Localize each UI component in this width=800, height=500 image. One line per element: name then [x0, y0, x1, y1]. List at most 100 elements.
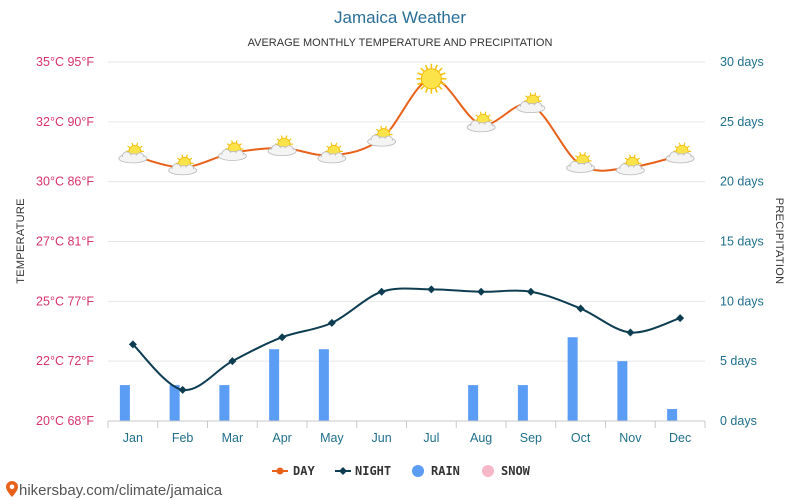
sun-ray: [384, 125, 387, 130]
sun-ray: [629, 154, 632, 158]
sun-ray: [420, 85, 425, 90]
sun-ray: [235, 140, 238, 144]
day-series: [118, 63, 695, 176]
y-left-tick-label: 25°C 77°F: [36, 294, 94, 308]
sun-ray: [417, 81, 423, 86]
legend-item-day[interactable]: DAY: [272, 464, 315, 478]
y-left-tick-label: 20°C 68°F: [36, 414, 94, 428]
cloud-fill: [170, 167, 195, 175]
location-pin-icon: [6, 481, 18, 497]
legend-night-label: NIGHT: [355, 464, 391, 478]
sun-ray: [487, 114, 491, 118]
y-left-tick-label: 27°C 81°F: [36, 235, 94, 249]
chart-subtitle: AVERAGE MONTHLY TEMPERATURE AND PRECIPIT…: [248, 37, 553, 49]
x-tick-label: Nov: [619, 431, 642, 445]
night-point: [178, 385, 187, 394]
sun-ray: [424, 87, 429, 93]
day-line: [132, 77, 681, 172]
legend-item-rain[interactable]: RAIN: [412, 464, 460, 478]
sun-ray: [686, 145, 690, 149]
sun-ray: [276, 138, 280, 142]
cloud-fill: [618, 167, 643, 175]
legend-item-snow[interactable]: SNOW: [482, 464, 531, 478]
sun-ray: [181, 154, 184, 158]
sun-ray: [440, 81, 446, 86]
left-axis-ticks: 20°C 68°F 22°C 72°F 25°C 77°F 27°C 81°F 30°C…: [36, 55, 94, 428]
cloud-fill: [220, 152, 245, 160]
right-axis-ticks: 0 days 5 days 10 days 15 days 20 days 25 days…: [720, 55, 764, 428]
rain-bar: [617, 361, 628, 421]
cloud-fill: [668, 155, 693, 163]
y-right-tick-label: 30 days: [720, 55, 764, 69]
sun-behind-cloud-icon: [665, 142, 695, 164]
rain-bar: [468, 385, 479, 421]
legend-item-night[interactable]: NIGHT: [335, 464, 391, 478]
sun-ray: [388, 128, 392, 132]
x-tick-label: May: [320, 431, 344, 445]
y-right-tick-label: 0 days: [720, 414, 757, 428]
y-left-tick-label: 32°C 90°F: [36, 115, 94, 129]
sun-behind-cloud-icon: [566, 152, 596, 173]
rain-bar: [567, 337, 578, 421]
y-left-tick-label: 30°C 86°F: [36, 175, 94, 189]
sun-ray: [424, 64, 429, 70]
x-tick-label: Apr: [272, 431, 291, 445]
legend-night-marker: [339, 467, 347, 475]
sun-ray: [636, 157, 641, 161]
x-tick-label: Jul: [423, 431, 439, 445]
x-tick-label: Sep: [520, 431, 542, 445]
source-link[interactable]: hikersbay.com/climate/jamaica: [6, 481, 223, 499]
cloud-fill: [469, 124, 494, 132]
sun-behind-cloud-icon: [168, 154, 198, 176]
x-tick-label: Oct: [571, 431, 591, 445]
sun-ray: [375, 128, 380, 132]
night-line: [132, 287, 681, 391]
x-tick-label: Aug: [470, 431, 492, 445]
sun-behind-cloud-icon: [615, 154, 645, 176]
x-tick-label: Mar: [222, 431, 244, 445]
sun-ray: [417, 72, 423, 76]
sun-ray: [574, 155, 579, 158]
sun-icon: [416, 63, 447, 94]
sun-behind-cloud-icon: [267, 135, 297, 157]
night-series: [128, 285, 685, 394]
sun-ray: [624, 157, 628, 161]
y-right-tick-label: 15 days: [720, 235, 764, 249]
night-point: [427, 285, 436, 294]
x-tick-label: Jun: [372, 431, 392, 445]
sun-ray: [176, 157, 181, 161]
sun-ray: [484, 111, 487, 115]
sun-ray: [434, 87, 438, 93]
sun-ray: [579, 152, 582, 156]
sun-ray: [440, 72, 446, 76]
sun-ray: [238, 143, 243, 146]
sun-ray: [434, 64, 438, 70]
cloud-fill: [369, 138, 394, 146]
sun-ray: [136, 142, 139, 146]
sun-ray: [525, 95, 529, 99]
night-point: [477, 287, 486, 296]
night-point: [377, 287, 386, 296]
sun-behind-cloud-icon: [466, 111, 496, 133]
sun-ray: [127, 145, 131, 149]
rain-bar: [269, 349, 280, 421]
night-point: [576, 304, 585, 313]
y-right-tick-label: 5 days: [720, 354, 757, 368]
sun-ray: [335, 142, 338, 146]
sun-ray: [583, 152, 586, 156]
sun-ray: [537, 95, 541, 99]
legend-snow-label: SNOW: [501, 464, 531, 478]
sun-behind-cloud-icon: [118, 142, 148, 164]
sun-ray: [280, 135, 283, 139]
night-point: [676, 314, 685, 323]
y-right-tick-label: 20 days: [720, 175, 764, 189]
night-point: [526, 287, 535, 296]
cloud-fill: [270, 148, 295, 156]
sun-ray: [529, 92, 532, 96]
sun-ray: [326, 145, 330, 149]
rain-bar: [318, 349, 329, 421]
sun-behind-cloud-icon: [317, 142, 347, 164]
sun-ray: [479, 111, 482, 115]
sun-ray: [185, 154, 188, 158]
y-right-tick-label: 25 days: [720, 115, 764, 129]
